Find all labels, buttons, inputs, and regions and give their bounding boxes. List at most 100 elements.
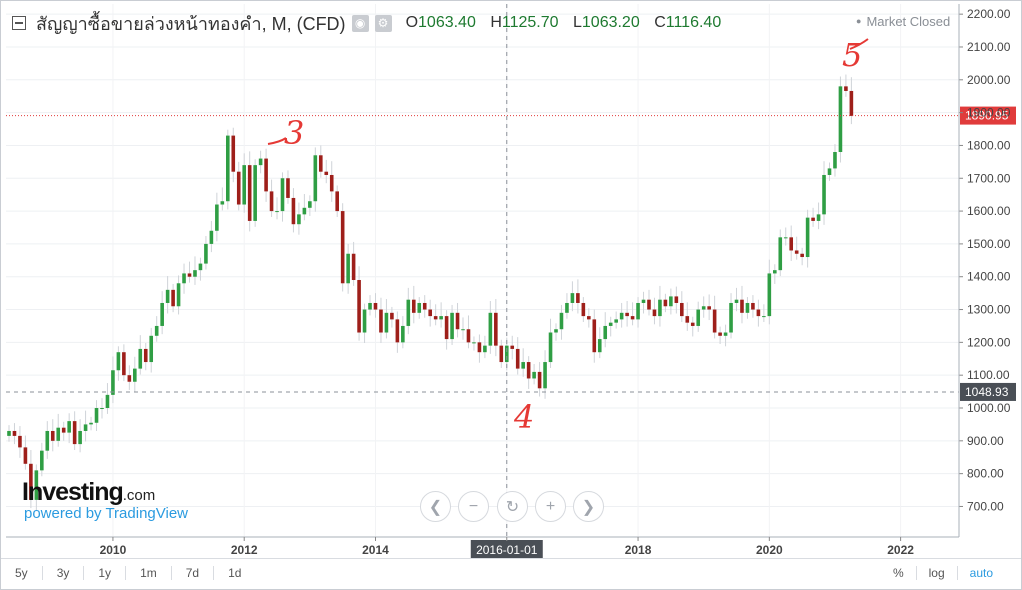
price-chart[interactable]: 1890.95 1048.93 2016-01-01 700.00 800.00 900… xyxy=(6,4,1016,559)
candle-body xyxy=(532,371,536,379)
candle-body xyxy=(647,299,651,310)
range-3y[interactable]: 3y xyxy=(43,565,85,580)
price-axis: 700.00 800.00 900.00 1000.00 1100.00 1200.00 1… xyxy=(958,4,1011,537)
candle-body xyxy=(143,348,148,363)
candle-body xyxy=(767,273,772,317)
candle-body xyxy=(444,316,449,340)
collapse-icon[interactable] xyxy=(12,16,26,30)
candle-body xyxy=(329,174,334,192)
candle-body xyxy=(23,447,28,464)
candle-body xyxy=(258,158,263,166)
grid-lines xyxy=(6,4,959,537)
candle-body xyxy=(308,201,312,208)
time-axis: 2010 2012 2014 2018 2020 2022 xyxy=(6,536,959,557)
candle-body xyxy=(100,408,104,409)
candle-body xyxy=(504,345,509,363)
candle-body xyxy=(751,302,755,310)
candle-body xyxy=(209,230,214,244)
candle-body xyxy=(576,293,580,303)
candle-body xyxy=(72,421,77,445)
candle-body xyxy=(827,168,832,175)
candle-body xyxy=(40,450,44,471)
candle-body xyxy=(450,312,454,340)
candle-body xyxy=(597,339,602,353)
candle-body xyxy=(401,325,405,343)
y-tick-label: 900.00 xyxy=(967,434,1004,448)
candle-body xyxy=(165,289,170,303)
annotation-5: 5 xyxy=(842,36,862,74)
candle-body xyxy=(822,174,826,215)
candle-body xyxy=(247,165,252,221)
annotation-3: 3 xyxy=(284,114,304,152)
candle-body xyxy=(138,348,143,369)
candle-body xyxy=(559,312,564,330)
zoom-out-button[interactable]: − xyxy=(458,491,489,522)
chevron-left-icon: ❮ xyxy=(428,498,443,516)
range-7d[interactable]: 7d xyxy=(172,565,215,580)
candle-body xyxy=(614,319,618,323)
scroll-left-button[interactable]: ❮ xyxy=(420,491,451,522)
candle-body xyxy=(34,470,39,500)
candle-body xyxy=(477,342,482,353)
candle-body xyxy=(849,90,854,116)
candle-body xyxy=(483,345,487,353)
log-scale-toggle[interactable]: log xyxy=(915,565,957,580)
candle-body xyxy=(269,191,274,212)
candle-body xyxy=(630,316,635,320)
crosshair-date-badge xyxy=(470,540,543,559)
high-label: H xyxy=(490,14,502,31)
zoom-in-button[interactable]: + xyxy=(535,491,566,522)
candle-body xyxy=(411,299,416,313)
y-tick-label: 2100.00 xyxy=(967,40,1011,54)
candle-body xyxy=(844,86,848,91)
candle-body xyxy=(357,280,361,333)
percent-scale-toggle[interactable]: % xyxy=(892,565,904,580)
range-1d[interactable]: 1d xyxy=(228,565,242,580)
y-tick-label: 2000.00 xyxy=(967,73,1011,87)
symbol-title: สัญญาซื้อขายล่วงหน้าทองคำ, M, (CFD) xyxy=(36,13,346,34)
candle-body xyxy=(625,312,629,317)
x-tick-label: 2020 xyxy=(756,543,783,557)
reset-button[interactable]: ↻ xyxy=(497,491,528,522)
scale-options: % log auto xyxy=(881,565,1005,580)
candle-body xyxy=(734,299,739,303)
candle-body xyxy=(89,422,93,425)
candle-body xyxy=(663,299,668,307)
candle-body xyxy=(154,325,159,336)
candle-body xyxy=(729,302,733,333)
logo-suffix: .com xyxy=(122,487,156,504)
candle-body xyxy=(313,155,318,202)
annotation-5-stroke xyxy=(849,38,869,50)
market-status: Market Closed xyxy=(856,14,950,29)
candle-body xyxy=(18,435,22,448)
y-tick-label: 1900.00 xyxy=(967,106,1011,120)
candle-body xyxy=(833,152,837,169)
ohlc-readout: O1063.40 H1125.70 L1063.20 C1116.40 xyxy=(406,14,732,32)
investing-logo[interactable]: Investing.com xyxy=(22,478,155,507)
range-1y[interactable]: 1y xyxy=(84,565,127,580)
range-1m[interactable]: 1m xyxy=(126,565,172,580)
candle-body xyxy=(756,309,761,317)
settings-gear-icon[interactable]: ⚙ xyxy=(374,14,392,32)
candle-body xyxy=(149,335,154,363)
powered-by-link[interactable]: powered by TradingView xyxy=(24,505,188,522)
candlestick-chart[interactable]: 1890.95 1048.93 2016-01-01 700.00 800.00 900… xyxy=(6,4,1016,559)
candle-body xyxy=(723,332,728,336)
candle-body xyxy=(712,309,717,333)
candle-body xyxy=(297,214,301,225)
scroll-right-button[interactable]: ❯ xyxy=(573,491,604,522)
candle-body xyxy=(690,322,695,326)
candle-body xyxy=(587,316,591,320)
candle-body xyxy=(236,171,241,205)
candle-body xyxy=(362,309,367,333)
visibility-eye-icon[interactable]: ◉ xyxy=(351,14,369,32)
auto-scale-toggle[interactable]: auto xyxy=(956,565,1005,580)
y-tick-label: 1200.00 xyxy=(967,335,1011,349)
logo-name: Investing xyxy=(22,478,124,506)
candle-body xyxy=(696,309,701,326)
candle-body xyxy=(324,171,329,175)
range-5y[interactable]: 5y xyxy=(1,565,43,580)
candle-body xyxy=(395,319,400,343)
candle-body xyxy=(608,322,613,326)
candle-body xyxy=(745,302,750,313)
